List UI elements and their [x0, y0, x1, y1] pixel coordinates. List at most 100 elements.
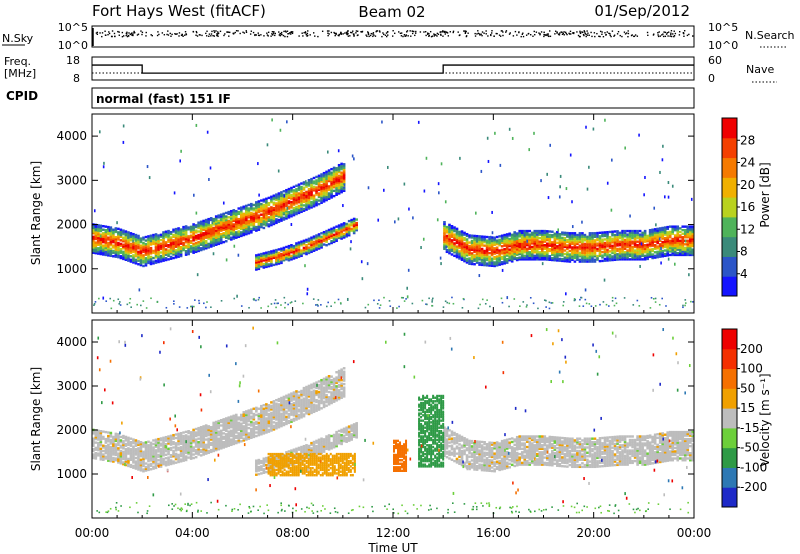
power-cell [275, 211, 278, 214]
velocity-cell [204, 427, 208, 431]
power-cell [312, 201, 316, 204]
power-cell [528, 247, 532, 250]
power-cell [255, 213, 258, 216]
noise-dot [601, 31, 603, 33]
power-cell [480, 244, 484, 247]
power-cell [500, 250, 504, 253]
velocity-cell [159, 460, 163, 463]
power-cell [448, 230, 451, 234]
velocity-cell [132, 445, 135, 448]
power-cell [508, 251, 511, 255]
velocity-cell [209, 433, 213, 436]
power-cell [352, 231, 356, 235]
noise-dot [95, 32, 98, 34]
power-cell [132, 241, 135, 245]
power-cell [340, 232, 343, 235]
power-cell [232, 232, 236, 235]
power-cell [633, 242, 637, 245]
power-cell [245, 217, 248, 220]
power-cell [177, 250, 180, 253]
velocity-cell [97, 434, 100, 438]
velocity-cell [137, 443, 140, 447]
velocity-cell [179, 439, 183, 442]
power-cell [596, 233, 599, 237]
power-cell [603, 241, 607, 245]
noise-dot [573, 32, 575, 35]
power-cell [460, 239, 464, 242]
power-cell [493, 250, 496, 254]
power-cell [137, 252, 140, 255]
power-cell [347, 226, 351, 230]
velocity-cell [172, 441, 175, 444]
power-cell [566, 240, 569, 244]
power-cell [219, 213, 223, 216]
velocity-cell [124, 460, 128, 463]
velocity-cell [177, 446, 180, 450]
power-cell [500, 261, 504, 264]
power-cell [458, 243, 461, 246]
power-cell [174, 236, 178, 240]
noise-dot [543, 33, 545, 36]
velocity-cell [189, 448, 193, 452]
power-cell [262, 212, 266, 216]
noise-dot [436, 35, 438, 37]
power-cell [312, 235, 316, 238]
power-cell [255, 257, 258, 261]
noise-dot [400, 32, 403, 34]
power-cell [335, 186, 338, 189]
power-cell [152, 240, 155, 244]
power-cell [322, 171, 326, 175]
power-cell [510, 235, 514, 238]
power-cell [503, 262, 506, 265]
velocity-cell [139, 463, 143, 467]
power-cell [648, 236, 652, 239]
noise-dot [682, 31, 685, 34]
power-noise-cell [406, 286, 409, 290]
power-cell [229, 211, 233, 215]
power-cell [315, 193, 318, 196]
noise-dot [347, 30, 349, 33]
power-cell [97, 252, 100, 255]
power-cell [239, 220, 243, 223]
velocity-cell [167, 437, 170, 440]
power-cell [551, 258, 554, 262]
power-cell [340, 185, 343, 189]
cpid-label: CPID [6, 89, 38, 103]
power-cell [265, 262, 268, 265]
power-cell [535, 251, 539, 254]
power-cell [275, 214, 278, 218]
noise-dot [493, 35, 495, 37]
power-cell [678, 251, 682, 255]
power-cell [167, 236, 170, 240]
noise-dot [290, 33, 292, 35]
power-cell [280, 261, 283, 265]
power-cell [290, 244, 293, 247]
power-cell [257, 203, 261, 207]
noise-dot [563, 31, 565, 33]
velocity-cell [157, 446, 160, 450]
velocity-cell [147, 459, 150, 463]
velocity-cell [174, 452, 178, 456]
noise-dot [490, 33, 492, 36]
power-cell [232, 209, 236, 212]
power-cell [260, 263, 263, 266]
power-cell [112, 233, 115, 237]
power-cell [623, 233, 627, 236]
power-cell [277, 213, 281, 216]
power-cell [503, 240, 506, 244]
power-cell [480, 254, 484, 258]
power-noise-cell [122, 140, 125, 144]
power-cell [561, 250, 564, 254]
noise-dot [167, 34, 170, 36]
power-cell [455, 232, 459, 236]
power-cell [463, 238, 466, 242]
power-cell [320, 190, 323, 194]
power-cell [250, 202, 253, 206]
power-cell [250, 208, 253, 211]
power-cell [540, 231, 544, 235]
power-cell [543, 240, 547, 243]
power-cell [643, 245, 647, 249]
power-cell [307, 182, 311, 185]
noise-strip-frame [91, 25, 695, 48]
velocity-cell [109, 449, 113, 452]
